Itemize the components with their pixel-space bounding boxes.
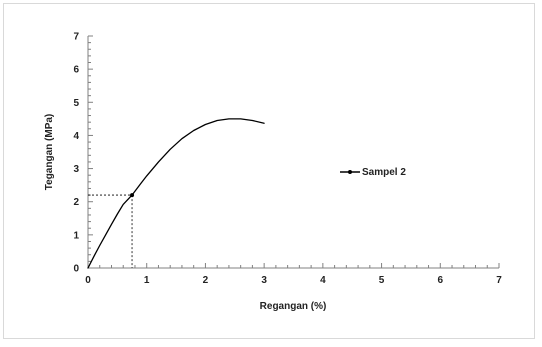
x-tick-label: 2 — [203, 275, 209, 286]
legend-label-sampel-2: Sampel 2 — [362, 167, 406, 178]
guide-lines — [88, 194, 133, 268]
x-tick-label: 1 — [144, 275, 150, 286]
y-tick-label: 2 — [73, 197, 79, 208]
x-axis-title: Regangan (%) — [260, 301, 327, 312]
x-tick-label: 7 — [496, 275, 502, 286]
x-tick-label: 6 — [438, 275, 444, 286]
y-tick-label: 3 — [73, 164, 79, 175]
y-tick-label: 6 — [73, 65, 79, 76]
x-tick-label: 0 — [85, 275, 91, 286]
series-line-sampel-2 — [87, 118, 265, 269]
legend-marker — [348, 170, 352, 174]
series-group — [87, 118, 265, 269]
legend: Sampel 2 — [340, 167, 406, 178]
y-axis-title: Tegangan (MPa) — [44, 114, 55, 190]
annotation-point — [130, 193, 135, 198]
x-tick-label: 5 — [379, 275, 385, 286]
tick-labels: 0 1 2 3 4 5 6 7 0 1 2 3 4 5 6 7 — [73, 32, 502, 287]
tick-marks — [87, 35, 500, 269]
y-tick-label: 7 — [73, 32, 79, 43]
chart-frame — [3, 3, 535, 339]
axes — [87, 36, 499, 269]
y-tick-label: 4 — [73, 131, 79, 142]
y-tick-label: 0 — [73, 264, 79, 275]
x-tick-label: 4 — [320, 275, 326, 286]
y-tick-label: 1 — [73, 230, 79, 241]
x-tick-label: 3 — [261, 275, 267, 286]
y-tick-label: 5 — [73, 98, 79, 109]
